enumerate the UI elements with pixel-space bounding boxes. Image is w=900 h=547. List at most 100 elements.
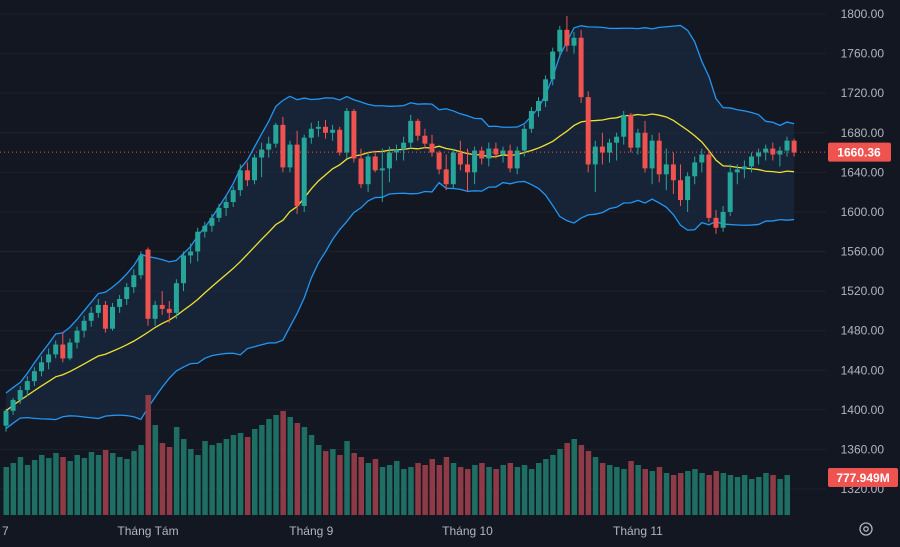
volume-bar: [557, 449, 563, 515]
candle-body: [550, 51, 556, 80]
candle-body: [216, 207, 222, 218]
volume-bar: [323, 451, 329, 515]
candle-body: [649, 140, 655, 169]
candle-body: [237, 170, 243, 191]
candle: [422, 128, 428, 149]
price-tick-label: 1720.00: [841, 86, 885, 100]
candle-body: [159, 304, 165, 309]
candle: [408, 114, 414, 149]
volume-bar: [614, 467, 620, 515]
candle: [351, 109, 357, 163]
bollinger-middle-line: [5, 113, 795, 412]
candle-body: [670, 164, 676, 181]
volume-bar: [372, 459, 379, 515]
volume-bar: [202, 441, 208, 515]
candle: [628, 112, 634, 153]
volume-bar: [415, 463, 421, 515]
volume-bar: [663, 473, 670, 515]
candle: [450, 148, 456, 189]
candle: [777, 146, 783, 167]
volume-bar: [514, 467, 521, 515]
volume-bar: [784, 475, 790, 515]
candle: [131, 269, 137, 294]
candle: [145, 247, 151, 326]
volume-bar: [741, 475, 748, 515]
price-tick-label: 1680.00: [841, 126, 885, 140]
candle: [585, 91, 591, 173]
candle-body: [663, 164, 669, 175]
candle-body: [31, 371, 37, 382]
candle-body: [266, 143, 272, 150]
candle-body: [543, 79, 549, 102]
candle-body: [621, 114, 627, 137]
candle-body: [635, 132, 641, 148]
chart-settings-icon[interactable]: [859, 522, 873, 536]
candle-body: [692, 162, 698, 177]
price-tick-label: 1640.00: [841, 165, 885, 179]
volume-bar: [692, 469, 698, 515]
candle: [252, 154, 257, 185]
price-tick-label: 1560.00: [841, 245, 885, 259]
candle-body: [607, 142, 612, 153]
candle-body: [202, 225, 208, 232]
candle: [259, 142, 265, 178]
last-volume-badge: [828, 468, 898, 487]
volume-bar: [88, 452, 95, 515]
bollinger-lower-line: [5, 180, 795, 430]
candle-body: [173, 283, 179, 313]
volume-bar: [763, 473, 769, 515]
volume-bar: [756, 477, 762, 515]
candle-body: [585, 97, 591, 165]
candle: [31, 367, 37, 387]
volume-bar: [472, 465, 478, 515]
volume-bar: [578, 445, 585, 515]
candle: [649, 134, 655, 185]
value-badges: 1660.36 777.949M: [0, 142, 898, 487]
volume-bar: [564, 443, 570, 515]
candle-body: [294, 144, 300, 206]
volume-bar: [543, 459, 549, 515]
candle-body: [408, 120, 414, 143]
candle-body: [301, 137, 307, 206]
volume-bar: [713, 471, 719, 515]
candle-body: [209, 217, 215, 226]
volume-bar: [450, 463, 457, 515]
candle: [670, 152, 676, 195]
candle-body: [720, 211, 726, 228]
candle-body: [777, 150, 783, 155]
candle: [152, 300, 158, 326]
volume-bar: [685, 471, 691, 515]
candle-body: [24, 381, 30, 391]
candle-body: [521, 128, 527, 151]
price-tick-label: 1800.00: [841, 7, 885, 21]
candle: [81, 315, 87, 338]
time-tick-label: Tháng 10: [442, 524, 493, 538]
candle: [493, 142, 499, 159]
volume-bar: [337, 455, 343, 515]
time-tick-label: Tháng Tám: [117, 524, 178, 538]
candle-body: [110, 306, 115, 329]
price-tick-label: 1600.00: [841, 205, 885, 219]
volume-bar: [216, 443, 222, 515]
candle: [10, 397, 16, 415]
candle: [173, 279, 179, 319]
candle: [117, 295, 123, 313]
candle-body: [53, 344, 59, 355]
volume-bar: [422, 465, 428, 515]
candle: [429, 134, 435, 157]
candle-body: [592, 146, 598, 165]
candle: [784, 136, 790, 157]
bollinger-fill: [6, 25, 795, 429]
candle: [592, 140, 598, 193]
candle-body: [102, 304, 108, 329]
candle: [138, 251, 144, 280]
candle: [209, 213, 215, 232]
candle-body: [181, 255, 186, 284]
volume-bar: [699, 473, 705, 515]
candle: [344, 108, 350, 159]
candle-body: [195, 231, 201, 252]
candle-body: [628, 114, 634, 148]
candle: [443, 154, 449, 191]
volume-bar: [678, 473, 684, 515]
candle-body: [95, 304, 101, 313]
